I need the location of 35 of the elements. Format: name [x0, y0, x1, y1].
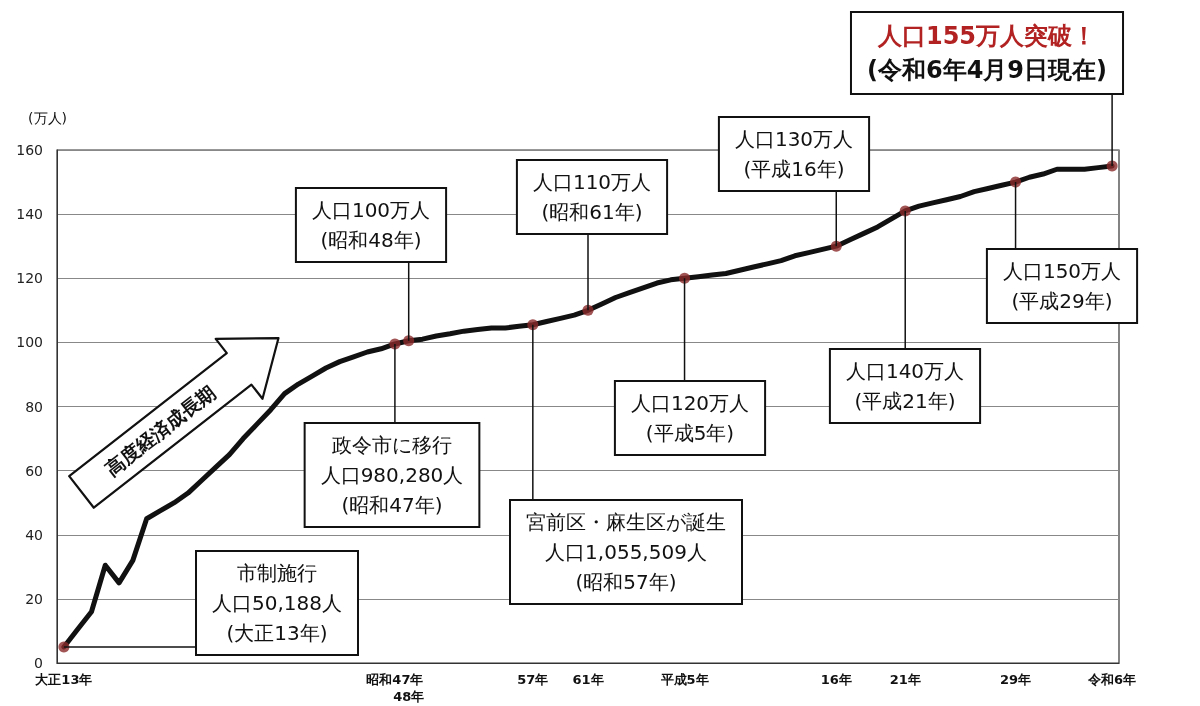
- x-tick-label: 16年: [820, 672, 852, 687]
- annotation: 人口130万人(平成16年): [734, 127, 854, 181]
- annotation: 市制施行人口50,188人(大正13年): [212, 561, 342, 645]
- x-tick-label: 29年: [1000, 672, 1032, 687]
- annotation: 人口150万人(平成29年): [1002, 259, 1122, 313]
- x-tick-label: 21年: [889, 672, 921, 687]
- annotation: 政令市に移行人口980,280人(昭和47年): [320, 433, 464, 517]
- y-tick-label: 140: [16, 206, 43, 223]
- point: [403, 335, 415, 347]
- y-tick-label: 0: [34, 655, 43, 671]
- x-tick-label: 61年: [572, 672, 604, 687]
- point: [1010, 176, 1022, 188]
- y-axis-title: (万人): [28, 110, 67, 126]
- x-tick-label: 大正13年: [35, 672, 93, 687]
- annotation: 人口100万人(昭和48年): [311, 198, 431, 252]
- annotation: 人口155万人突破！(令和6年4月9日現在): [866, 22, 1108, 84]
- annotation: 人口110万人(昭和61年): [532, 170, 652, 224]
- annotation: 宮前区・麻生区が誕生人口1,055,509人(昭和57年): [526, 510, 726, 594]
- y-tick-label: 80: [25, 398, 43, 415]
- y-tick-label: 20: [25, 590, 43, 607]
- point: [830, 240, 842, 252]
- y-tick-label: 120: [16, 270, 43, 287]
- y-tick-label: 100: [16, 334, 43, 351]
- x-tick-label: 令和6年: [1087, 672, 1137, 687]
- y-tick-label: 40: [25, 526, 43, 543]
- annotation: 高度経済成長期: [101, 380, 220, 480]
- point: [679, 272, 691, 284]
- x-tick-label: 57年: [517, 672, 549, 687]
- y-tick-label: 160: [16, 142, 43, 158]
- annotation: 人口140万人(平成21年): [845, 359, 965, 413]
- x-tick-label: 平成5年: [659, 672, 709, 687]
- y-tick-label: 60: [25, 462, 43, 479]
- x-tick-label: 昭和47年: [366, 672, 424, 687]
- annotation: 人口120万人(平成5年): [630, 391, 750, 445]
- x-tick-label: 48年: [393, 689, 425, 704]
